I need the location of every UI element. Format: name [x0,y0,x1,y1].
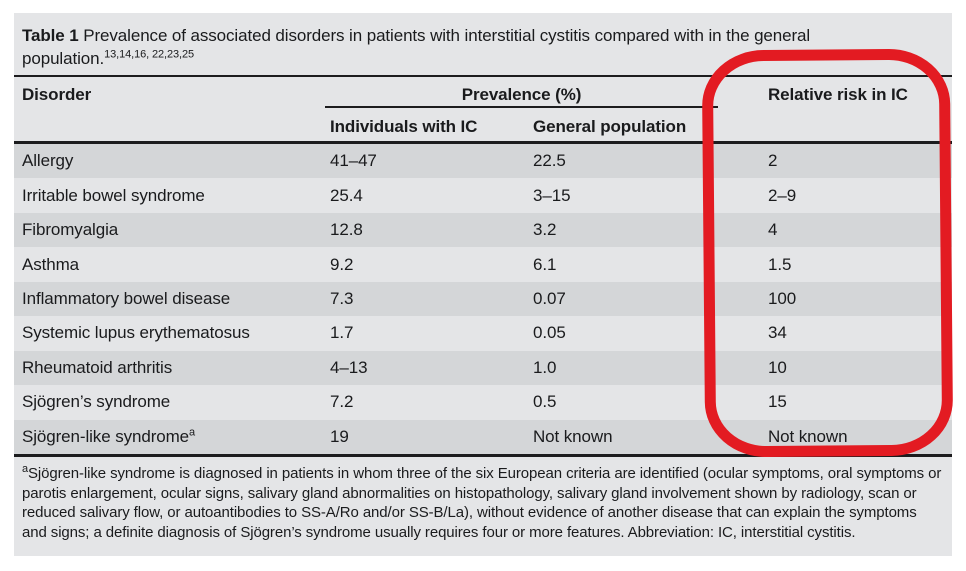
table-caption: Table 1 Prevalence of associated disorde… [14,13,952,70]
cell-prevalence-ic: 19 [330,426,349,446]
prevalence-group-underline [325,106,718,108]
cell-prevalence-general: 3–15 [533,185,571,205]
disorder-name: Systemic lupus erythematosus [22,323,250,343]
disorder-name: Fibromyalgia [22,220,119,240]
cell-prevalence-ic: 12.8 [330,220,363,240]
cell-prevalence-ic: 1.7 [330,323,354,343]
cell-disorder: Fibromyalgia [22,220,330,240]
disorder-name: Rheumatoid arthritis [22,357,173,377]
column-header-relative-risk: Relative risk in IC [768,85,908,104]
table-body: Allergy 41–47 22.5 2 Irritable bowel syn… [14,144,952,454]
column-group-header-prevalence: Prevalence (%) [461,85,582,104]
table-header: Disorder Prevalence (%) Individuals with… [14,77,952,141]
cell-prevalence-ic: 7.3 [330,288,354,308]
table-bottom-rule [14,454,952,457]
disorder-footnote-marker: a [189,426,196,439]
header-divider-rule [14,141,952,144]
cell-disorder: Irritable bowel syndrome [22,186,330,206]
table-row: Sjögren’s syndrome 7.2 0.5 15 [14,385,952,420]
cell-prevalence-general: 22.5 [533,151,566,171]
disorder-name: Allergy [22,151,74,171]
cell-prevalence-ic: 4–13 [330,357,368,377]
table-caption-citations: 13,14,16, 22,23,25 [104,48,195,61]
table-row: Irritable bowel syndrome 25.4 3–15 2–9 [14,178,952,213]
caption-divider-rule [14,75,952,77]
table-row: Systemic lupus erythematosus 1.7 0.05 34 [14,316,952,351]
cell-prevalence-general: Not known [533,426,613,446]
cell-prevalence-general: 0.07 [533,288,566,308]
table-row: Sjögren-like syndromea 19 Not known Not … [14,419,952,454]
table-row: Rheumatoid arthritis 4–13 1.0 10 [14,350,952,386]
cell-prevalence-ic: 41–47 [330,151,377,171]
cell-relative-risk: 4 [768,220,778,240]
table-row: Asthma 9.2 6.1 1.5 [14,247,952,282]
cell-relative-risk: 2–9 [768,185,797,205]
footnote-marker: a [22,463,29,475]
table-figure-panel: Table 1 Prevalence of associated disorde… [14,13,952,556]
disorder-name: Irritable bowel syndrome [22,185,205,205]
cell-relative-risk: 34 [768,323,787,343]
footnote-text: Sjögren-like syndrome is diagnosed in pa… [22,465,942,541]
table-row: Allergy 41–47 22.5 2 [14,144,952,179]
table-footnote: aSjögren-like syndrome is diagnosed in p… [14,457,952,556]
table-caption-label: Table 1 [22,26,79,45]
column-header-disorder: Disorder [22,85,92,104]
table-row: Inflammatory bowel disease 7.3 0.07 100 [14,281,952,317]
cell-relative-risk: 1.5 [768,254,792,274]
cell-prevalence-general: 0.5 [533,392,557,412]
column-header-individuals-with-ic: Individuals with IC [330,117,478,136]
cell-relative-risk: 10 [768,357,787,377]
table-caption-text: Prevalence of associated disorders in pa… [22,26,811,68]
cell-disorder: Systemic lupus erythematosus [22,323,330,343]
cell-disorder: Inflammatory bowel disease [22,289,330,309]
cell-disorder: Sjögren’s syndrome [22,392,330,412]
disorder-name: Sjögren-like syndrome [22,426,190,446]
cell-disorder: Asthma [22,255,330,275]
cell-relative-risk: 100 [768,288,797,308]
disorder-name: Asthma [22,254,80,274]
cell-prevalence-general: 3.2 [533,220,557,240]
column-header-general-population: General population [533,117,687,136]
cell-disorder: Rheumatoid arthritis [22,358,330,378]
table-row: Fibromyalgia 12.8 3.2 4 [14,212,952,248]
cell-prevalence-ic: 9.2 [330,254,354,274]
cell-relative-risk: 2 [768,151,778,171]
cell-disorder: Sjögren-like syndromea [22,427,330,447]
disorder-name: Sjögren’s syndrome [22,392,171,412]
cell-prevalence-ic: 25.4 [330,185,363,205]
cell-prevalence-ic: 7.2 [330,392,354,412]
cell-relative-risk: 15 [768,392,787,412]
cell-prevalence-general: 1.0 [533,357,557,377]
cell-prevalence-general: 0.05 [533,323,566,343]
cell-prevalence-general: 6.1 [533,254,557,274]
disorder-name: Inflammatory bowel disease [22,288,231,308]
cell-relative-risk: Not known [768,426,848,446]
cell-disorder: Allergy [22,151,330,171]
